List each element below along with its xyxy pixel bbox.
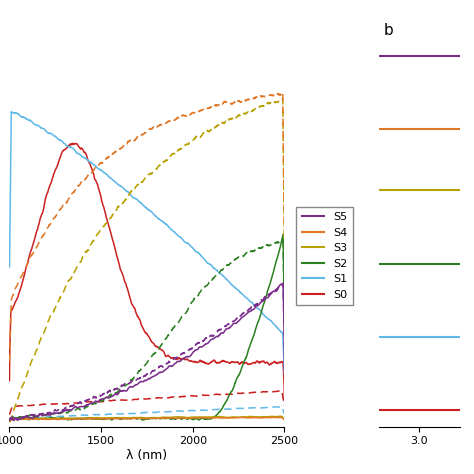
Legend: S5, S4, S3, S2, S1, S0: S5, S4, S3, S2, S1, S0 xyxy=(296,207,353,305)
X-axis label: λ (nm): λ (nm) xyxy=(127,449,167,462)
Text: b: b xyxy=(383,23,393,38)
